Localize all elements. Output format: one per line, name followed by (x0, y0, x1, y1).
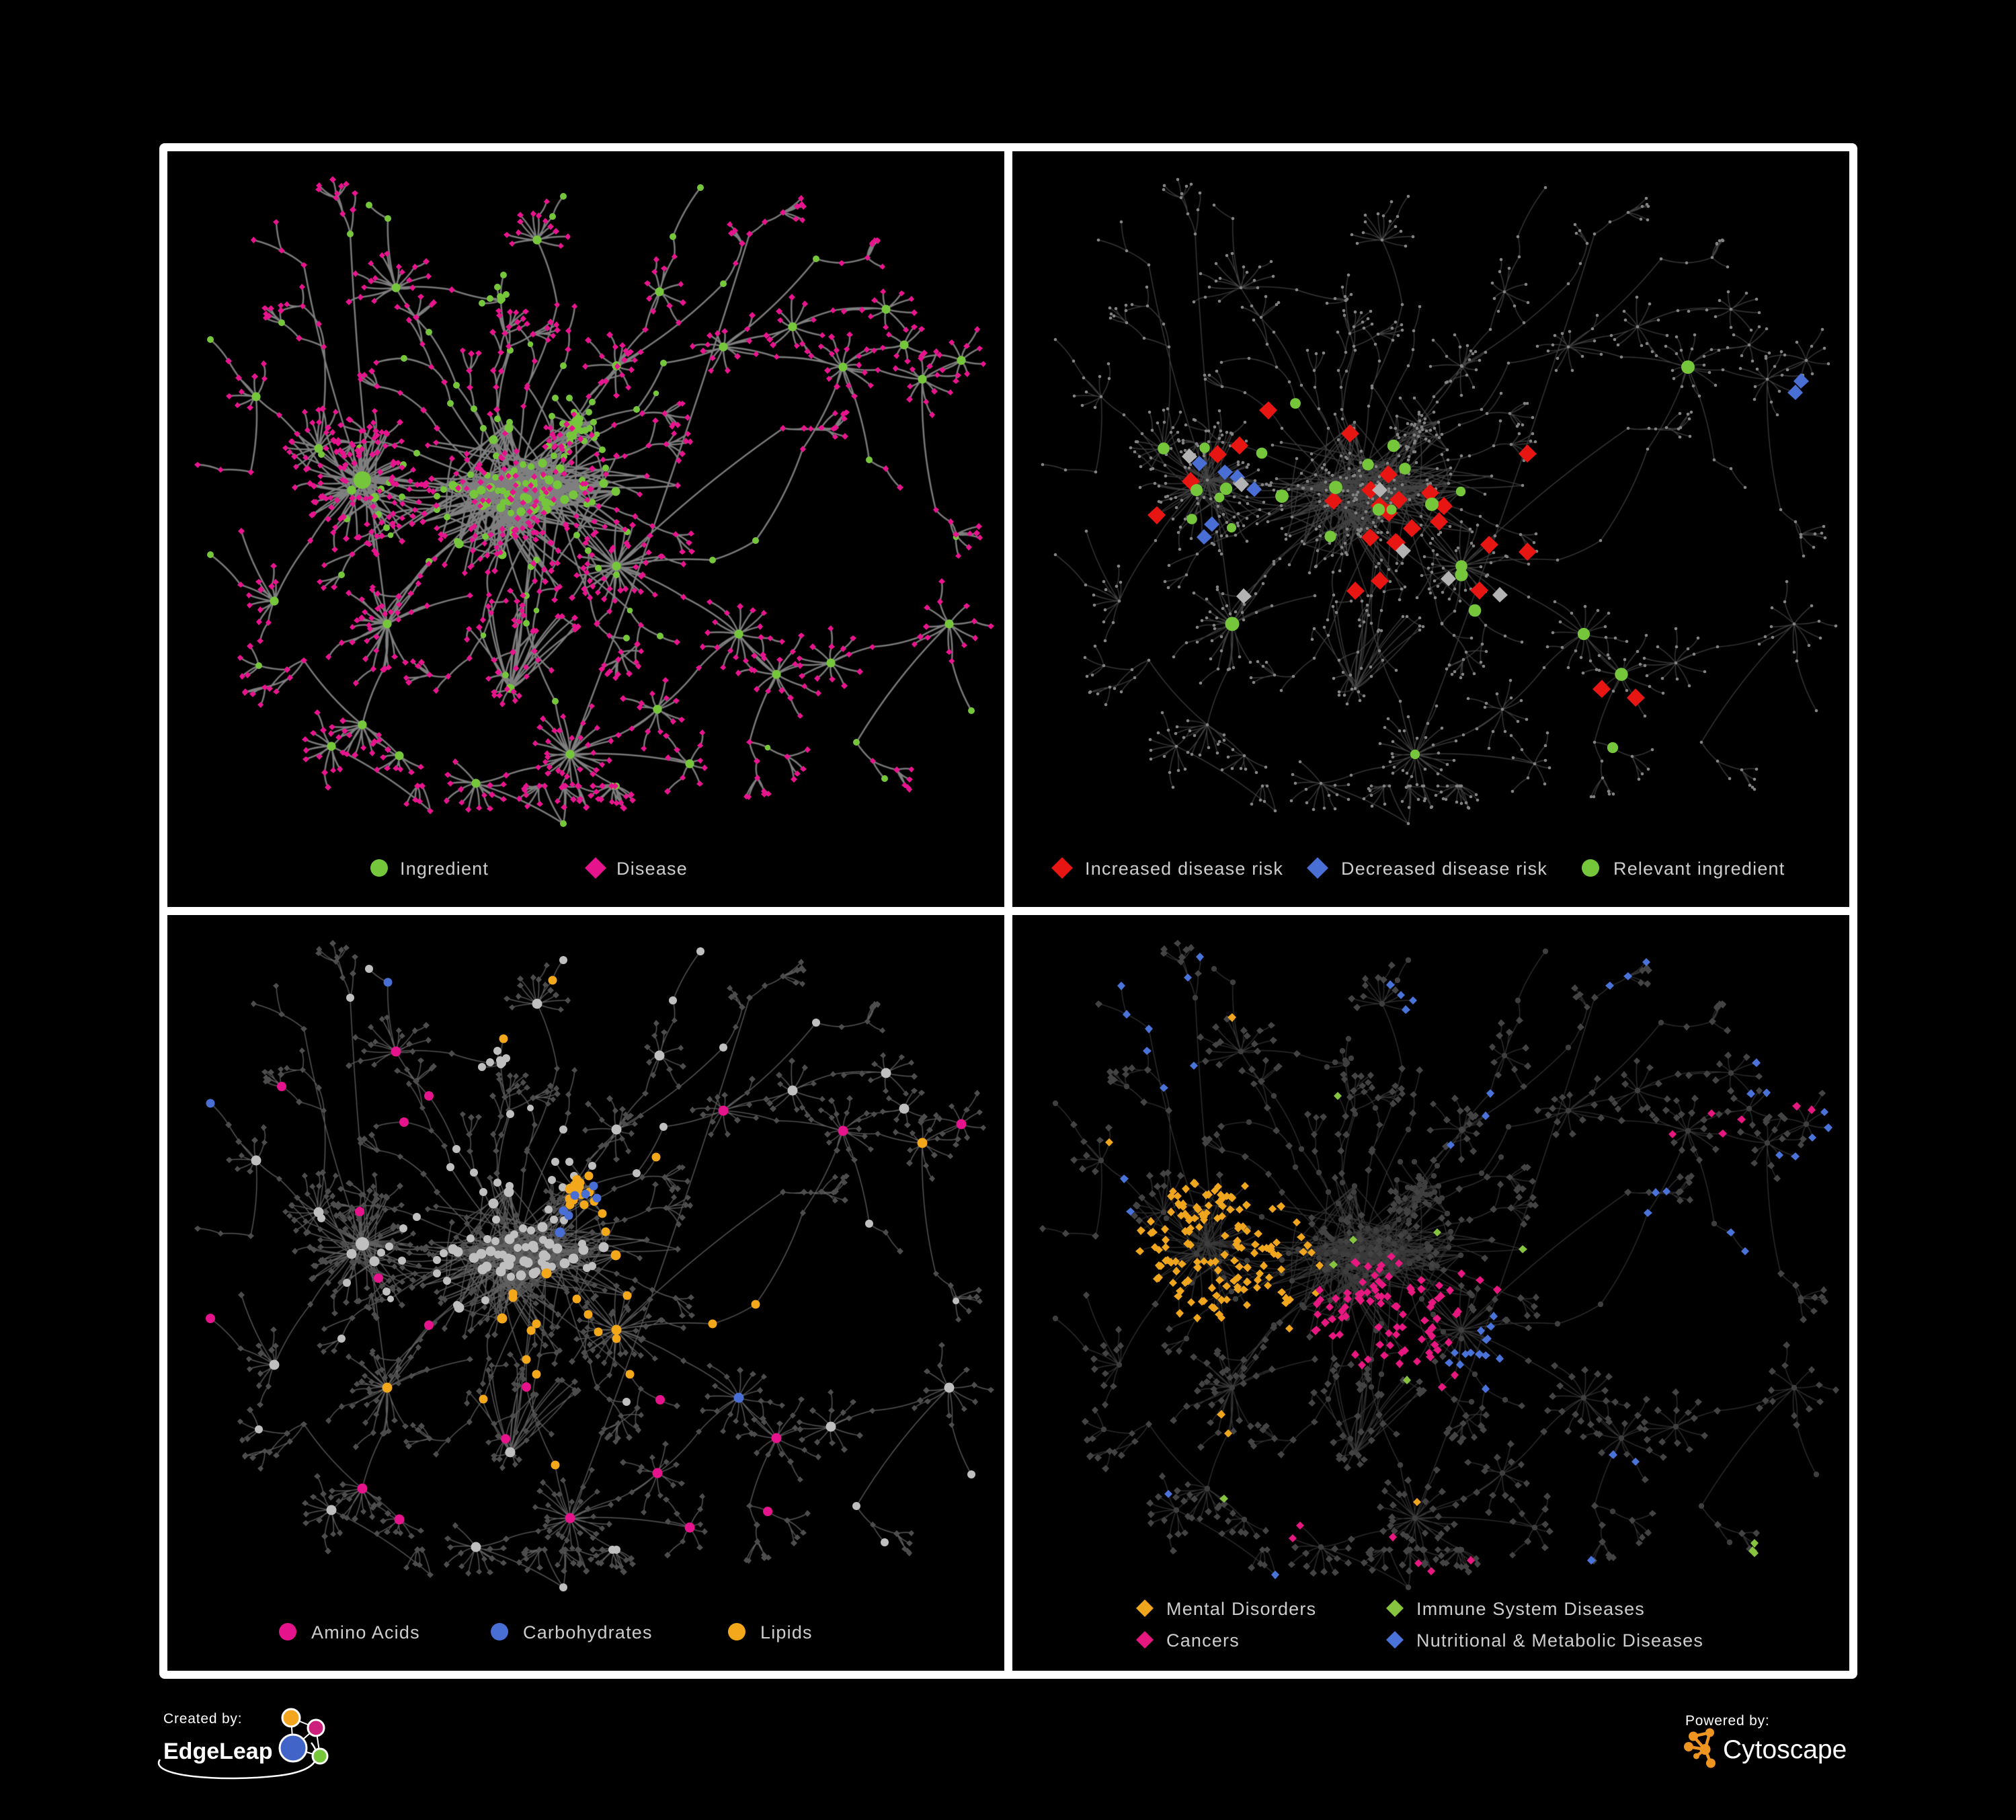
svg-text:Increased disease risk: Increased disease risk (1085, 859, 1283, 879)
svg-text:Carbohydrates: Carbohydrates (523, 1622, 653, 1643)
svg-text:Mental Disorders: Mental Disorders (1166, 1599, 1316, 1619)
svg-text:Relevant ingredient: Relevant ingredient (1613, 859, 1785, 879)
svg-text:Cytoscape: Cytoscape (1723, 1735, 1847, 1764)
svg-text:Lipids: Lipids (760, 1622, 813, 1643)
svg-text:Disease: Disease (616, 859, 688, 879)
svg-text:Decreased disease risk: Decreased disease risk (1341, 859, 1547, 879)
svg-text:Amino Acids: Amino Acids (311, 1622, 420, 1643)
svg-text:Ingredient: Ingredient (400, 859, 489, 879)
svg-text:Immune System Diseases: Immune System Diseases (1416, 1599, 1645, 1619)
svg-text:Cancers: Cancers (1166, 1630, 1240, 1651)
svg-text:EdgeLeap: EdgeLeap (163, 1739, 272, 1764)
svg-text:Nutritional & Metabolic Diseas: Nutritional & Metabolic Diseases (1416, 1630, 1703, 1651)
